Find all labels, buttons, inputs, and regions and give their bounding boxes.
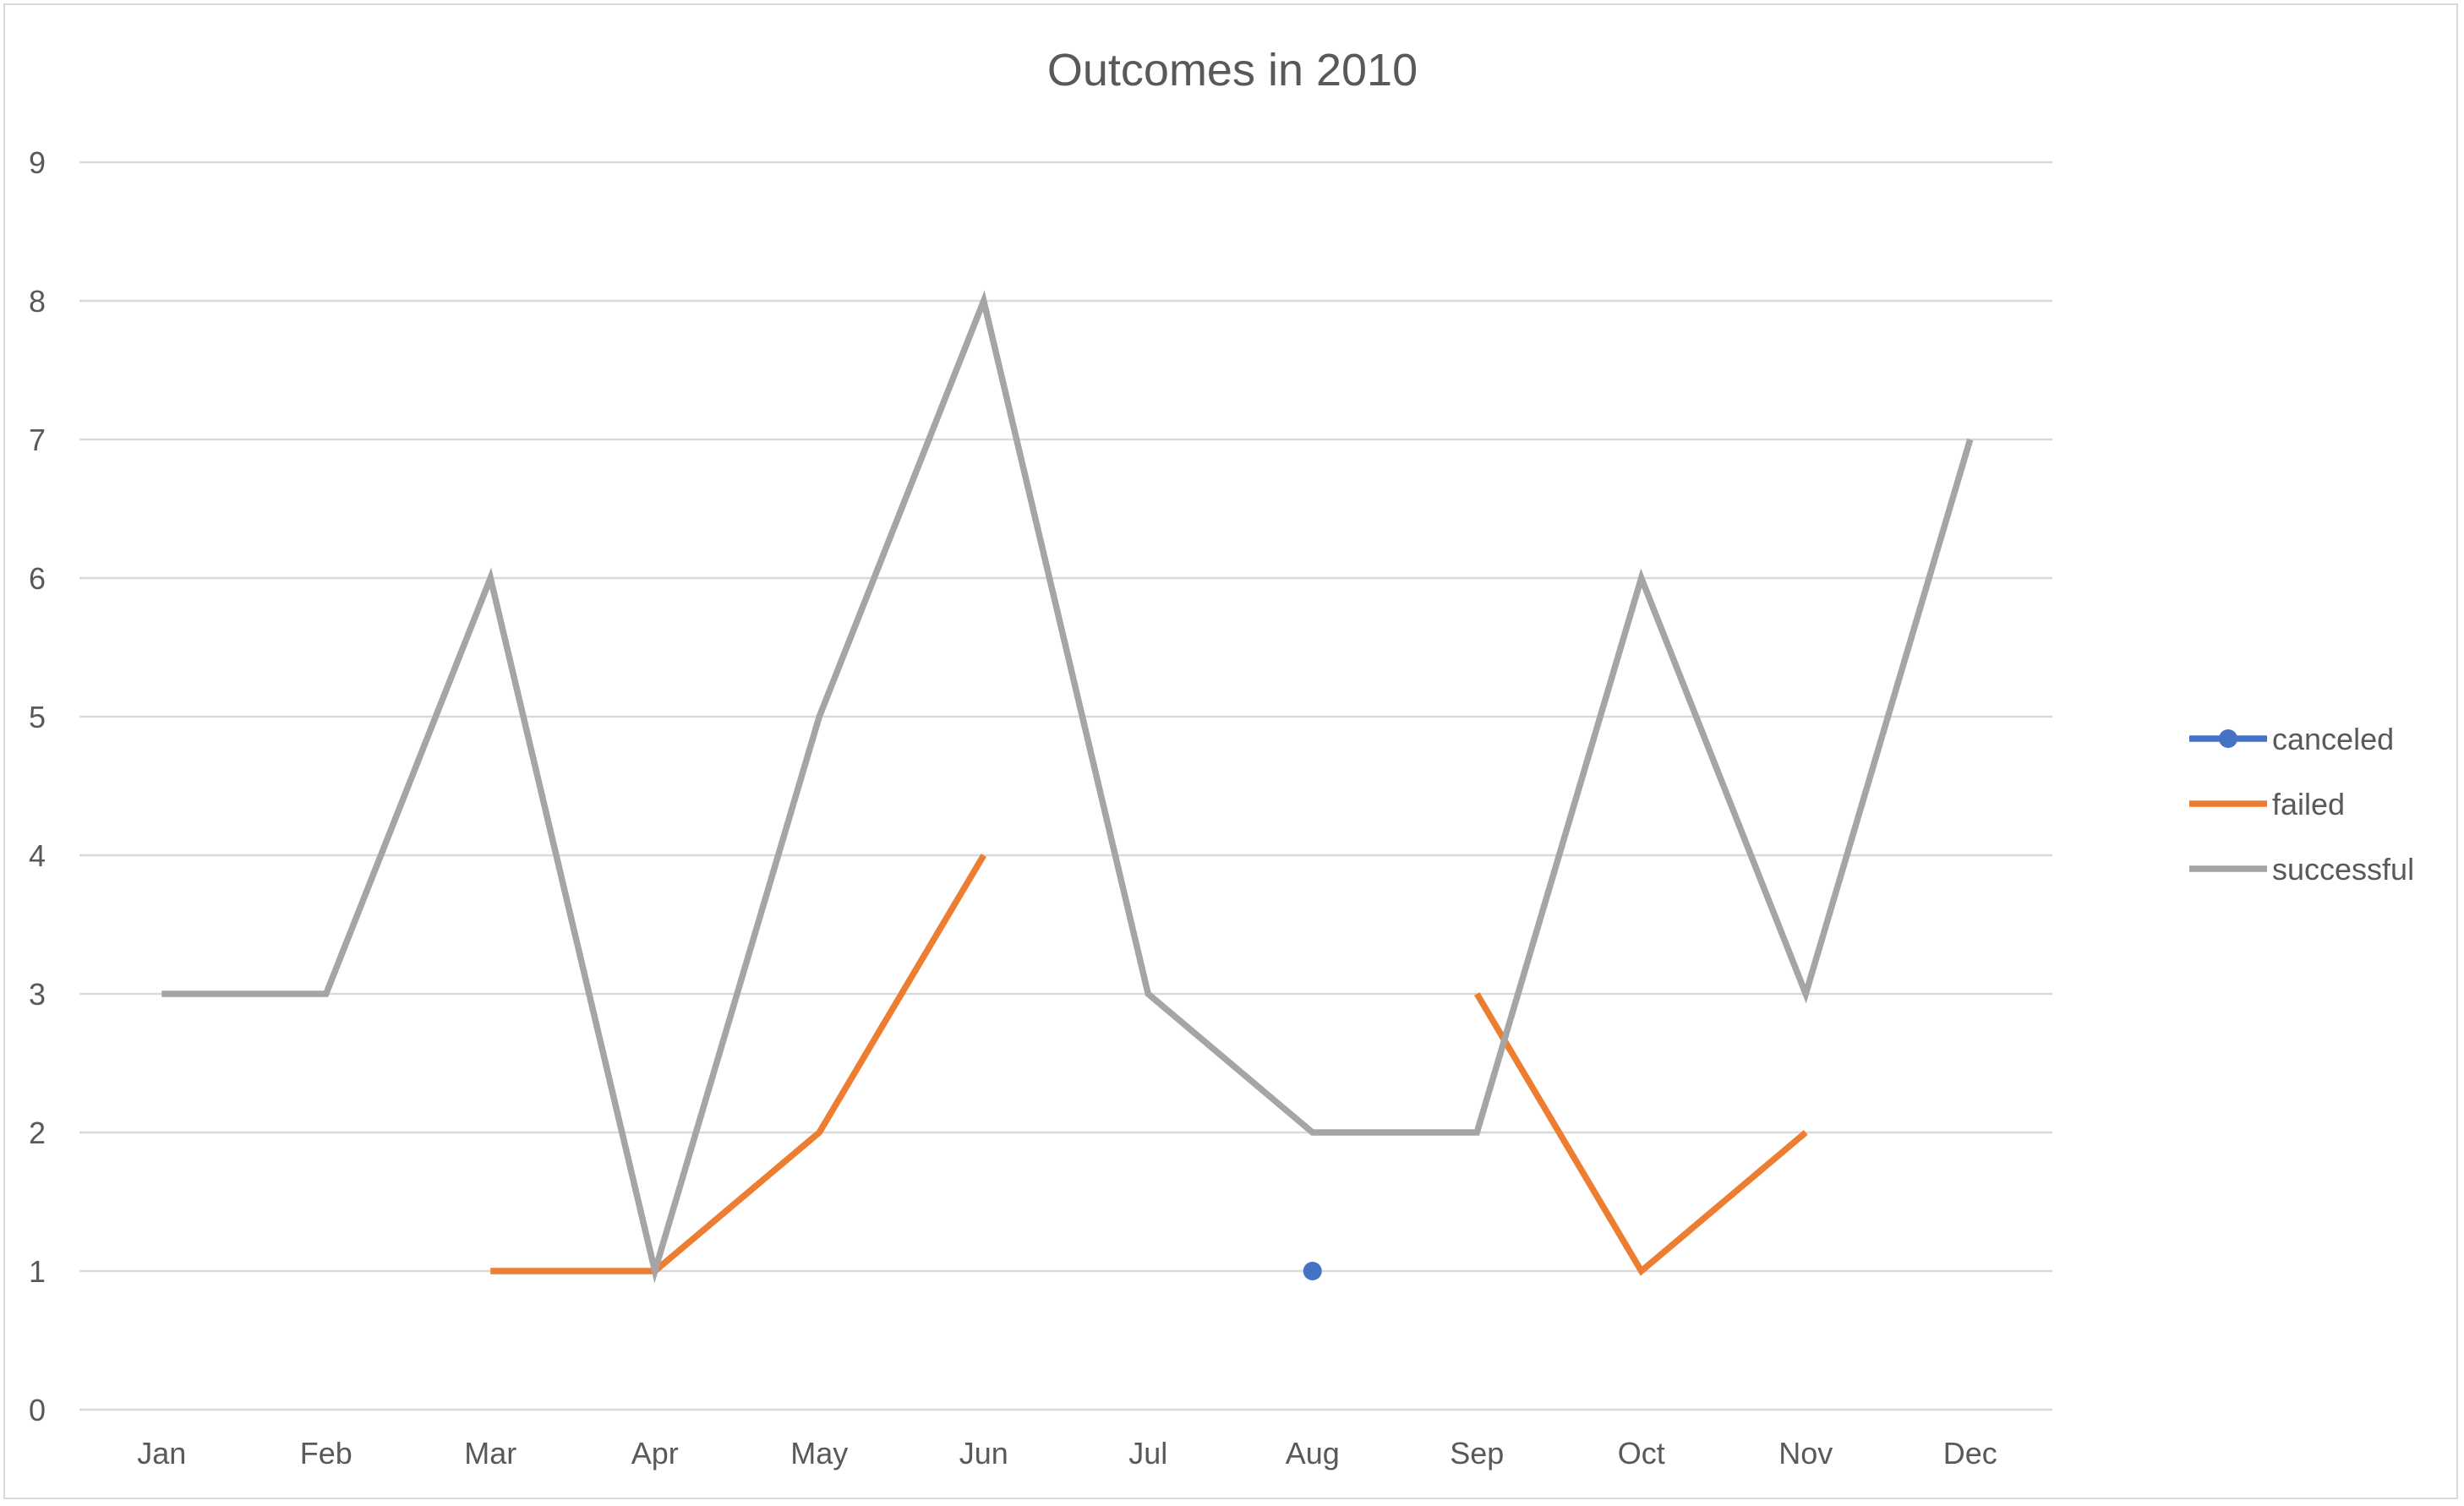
x-tick-label-nov: Nov [1778,1436,1833,1471]
plot-area [161,290,1974,1284]
x-tick-label-feb: Feb [300,1436,352,1471]
x-tick-label-apr: Apr [631,1436,679,1471]
y-tick-label: 1 [29,1254,46,1289]
legend-item-failed: failed [2189,787,2345,821]
y-tick-label: 2 [29,1116,46,1150]
y-axis-ticks: 0 1 2 3 4 5 6 7 8 9 [29,145,46,1427]
y-tick-label: 5 [29,700,46,734]
y-tick-label: 6 [29,561,46,596]
legend-marker-canceled [2219,729,2237,748]
x-tick-label-jul: Jul [1128,1436,1167,1471]
x-tick-label-oct: Oct [1618,1436,1665,1471]
x-tick-label-jun: Jun [959,1436,1008,1471]
series-canceled [1303,1262,1322,1280]
x-tick-label-sep: Sep [1450,1436,1504,1471]
series-line-failed [490,854,986,1274]
series-successful [161,290,1974,1284]
y-tick-label: 7 [29,423,46,457]
chart-title: Outcomes in 2010 [1047,45,1418,95]
x-tick-label-aug: Aug [1286,1436,1340,1471]
y-tick-label: 4 [29,838,46,873]
gridlines [79,161,2052,1411]
x-axis-ticks: Jan Feb Mar Apr May Jun Jul Aug Sep Oct Nov Dec [137,1436,1997,1471]
legend-item-successful: successful [2189,852,2414,887]
series-failed [490,854,1808,1276]
y-tick-label: 9 [29,145,46,180]
y-tick-label: 3 [29,977,46,1012]
series-line-successful [161,290,1974,1284]
legend-label-canceled: canceled [2272,722,2394,756]
legend-label-successful: successful [2272,852,2414,887]
x-tick-label-jan: Jan [137,1436,186,1471]
x-tick-label-mar: Mar [464,1436,516,1471]
legend-item-canceled: canceled [2189,722,2394,756]
chart-frame: Outcomes in 2010 0 1 2 3 4 5 6 7 8 9 Jan Feb Mar Apr… [3,3,2458,1499]
line-chart: Outcomes in 2010 0 1 2 3 4 5 6 7 8 9 Jan Feb Mar Apr… [29,45,2414,1471]
x-tick-label-dec: Dec [1943,1436,1997,1471]
x-tick-label-may: May [790,1436,848,1471]
data-point-canceled [1303,1262,1322,1280]
legend: canceled failed successful [2189,722,2414,887]
legend-label-failed: failed [2272,787,2345,821]
series-line-failed [1474,992,1808,1276]
y-tick-label: 8 [29,284,46,319]
y-tick-label: 0 [29,1393,46,1427]
